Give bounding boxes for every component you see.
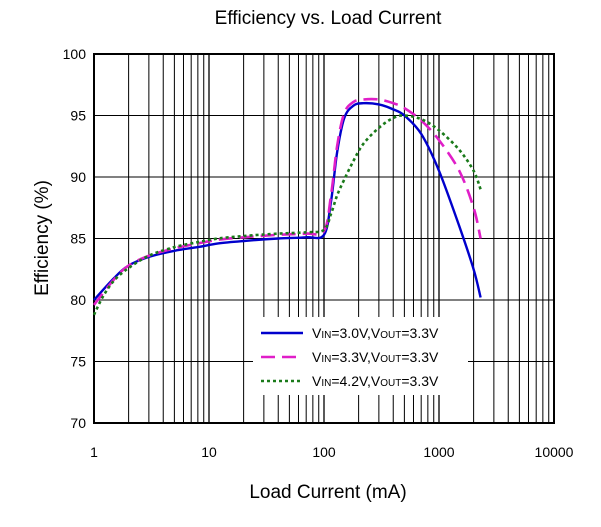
x-tick-label: 10000: [535, 444, 574, 460]
legend-entry-label: VIN=3.3V,VOUT=3.3V: [312, 349, 439, 365]
y-tick-label: 75: [70, 354, 86, 370]
y-tick-label: 80: [70, 292, 86, 308]
chart-title: Efficiency vs. Load Current: [215, 8, 442, 29]
series-line-1: [93, 101, 482, 301]
x-tick-label: 1000: [423, 444, 454, 460]
plot-frame: [93, 53, 555, 424]
y-tick-label: 90: [70, 169, 86, 185]
series-line-2: [92, 97, 482, 306]
x-tick-label: 1: [90, 444, 98, 460]
y-axis-label: Efficiency (%): [32, 180, 53, 296]
y-tick-label: 95: [70, 108, 86, 124]
legend-entry-label: VIN=3.0V,VOUT=3.3V: [312, 325, 439, 341]
y-tick-label: 85: [70, 231, 86, 247]
x-tick-label: 10: [201, 444, 217, 460]
y-tick-label: 100: [63, 46, 87, 62]
legend-entry-label: VIN=4.2V,VOUT=3.3V: [312, 373, 439, 389]
y-tick-labels: 70 75 80 85 90 95 100: [63, 46, 87, 431]
y-tick-label: 70: [70, 415, 86, 431]
legend: VIN=3.0V,VOUT=3.3V VIN=3.3V,VOUT=3.3V VIN=…: [253, 317, 468, 395]
x-tick-labels: 1 10 100 1000 10000: [90, 444, 574, 460]
series-line-3: [92, 114, 482, 316]
series-lines: [92, 97, 482, 316]
x-axis-label: Load Current (mA): [249, 482, 406, 503]
x-tick-label: 100: [312, 444, 336, 460]
